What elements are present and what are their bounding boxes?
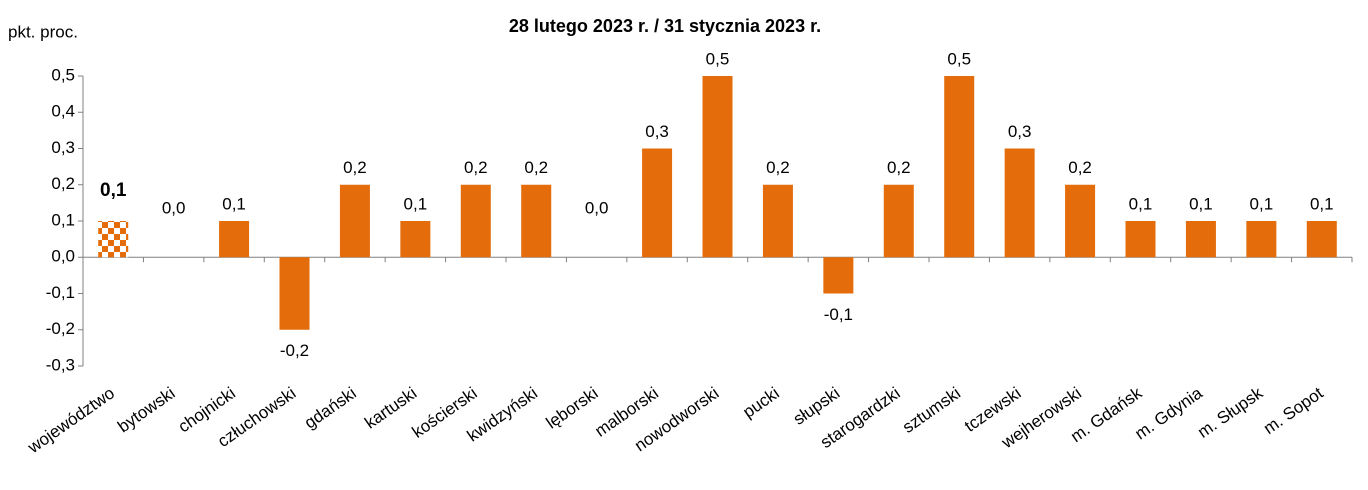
value-label: 0,5 xyxy=(706,49,730,68)
bar xyxy=(1185,221,1216,258)
value-label: 0,1 xyxy=(222,194,246,213)
bar xyxy=(339,184,370,258)
x-tick-label: m. Słupsk xyxy=(1194,383,1266,442)
value-label: 0,0 xyxy=(585,199,609,218)
bar xyxy=(521,184,552,258)
bar xyxy=(762,184,793,258)
value-label: 0,1 xyxy=(1189,194,1213,213)
bar xyxy=(219,221,250,258)
x-tick-label: m. Gdynia xyxy=(1131,383,1206,443)
y-tick-label: -0,2 xyxy=(46,319,75,338)
x-tick-label: województwo xyxy=(24,383,119,457)
value-label: 0,3 xyxy=(1008,122,1032,141)
bar xyxy=(460,184,491,258)
x-tick-label: m. Sopot xyxy=(1260,383,1327,438)
value-label: 0,2 xyxy=(343,158,367,177)
y-tick-label: -0,1 xyxy=(46,283,75,302)
x-tick-label: słupski xyxy=(790,383,843,428)
value-label: -0,1 xyxy=(824,305,853,324)
bar xyxy=(1065,184,1096,258)
x-tick-label: gdański xyxy=(301,383,360,432)
value-label: 0,2 xyxy=(1068,158,1092,177)
bar xyxy=(702,76,733,258)
y-tick-label: 0,4 xyxy=(51,102,75,121)
value-label: 0,2 xyxy=(887,158,911,177)
value-label: 0,2 xyxy=(766,158,790,177)
y-tick-label: 0,0 xyxy=(51,247,75,266)
bar xyxy=(1246,221,1277,258)
bar xyxy=(944,76,975,258)
x-tick-label: pucki xyxy=(739,383,782,421)
bar xyxy=(1125,221,1156,258)
value-label: 0,1 xyxy=(100,180,127,201)
value-label: 0,1 xyxy=(1310,194,1334,213)
bar xyxy=(823,257,854,294)
value-label: 0,3 xyxy=(645,122,669,141)
value-label: 0,1 xyxy=(1129,194,1153,213)
y-tick-label: -0,3 xyxy=(46,355,75,374)
y-tick-label: 0,2 xyxy=(51,174,75,193)
value-label: -0,2 xyxy=(280,341,309,360)
value-label: 0,5 xyxy=(947,49,971,68)
value-label: 0,1 xyxy=(404,194,428,213)
value-label: 0,2 xyxy=(524,158,548,177)
value-label: 0,0 xyxy=(162,199,186,218)
value-label: 0,2 xyxy=(464,158,488,177)
bar xyxy=(279,257,310,330)
bar xyxy=(883,184,914,258)
bar xyxy=(1306,221,1337,258)
y-tick-label: 0,3 xyxy=(51,138,75,157)
y-tick-label: 0,5 xyxy=(51,65,75,84)
bar xyxy=(400,221,431,258)
chart-title: 28 lutego 2023 r. / 31 stycznia 2023 r. xyxy=(509,16,821,36)
y-axis-label: pkt. proc. xyxy=(8,22,78,41)
bar xyxy=(98,221,129,258)
value-label: 0,1 xyxy=(1250,194,1274,213)
y-tick-label: 0,1 xyxy=(51,210,75,229)
bar xyxy=(642,148,673,258)
x-tick-label: bytowski xyxy=(114,383,178,436)
bar xyxy=(1004,148,1035,258)
x-tick-label: sztumski xyxy=(899,383,964,436)
